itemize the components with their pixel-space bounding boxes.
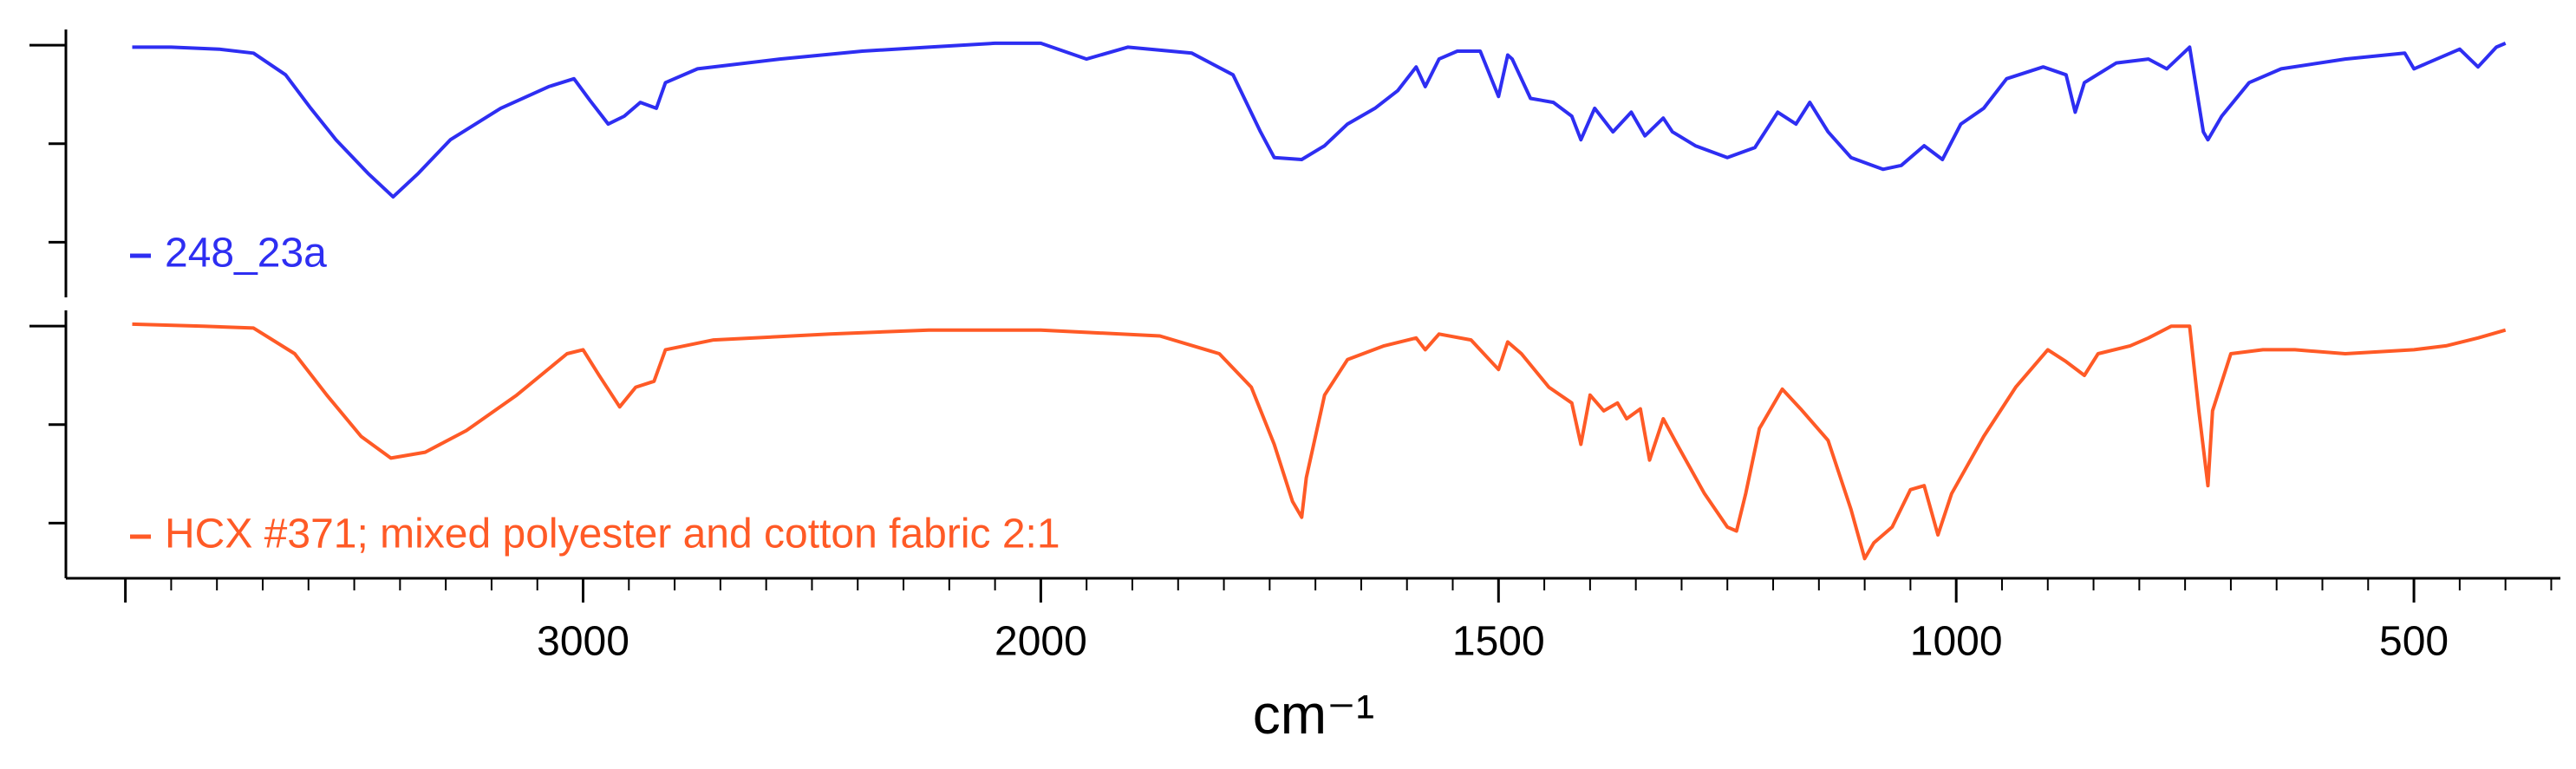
legend-label: HCX #371; mixed polyester and cotton fab…: [165, 512, 1060, 557]
legend-label: 248_23a: [165, 231, 327, 277]
x-axis-label: cm⁻¹: [1253, 683, 1374, 746]
x-tick-label: 1000: [1910, 619, 2003, 665]
x-tick-label: 2000: [995, 619, 1087, 665]
spectrum-line: [132, 41, 2507, 199]
x-tick-label: 3000: [537, 619, 629, 665]
x-tick-label: 1500: [1452, 619, 1545, 665]
spectrum-line: [132, 322, 2507, 561]
x-tick-label: 500: [2379, 619, 2449, 665]
